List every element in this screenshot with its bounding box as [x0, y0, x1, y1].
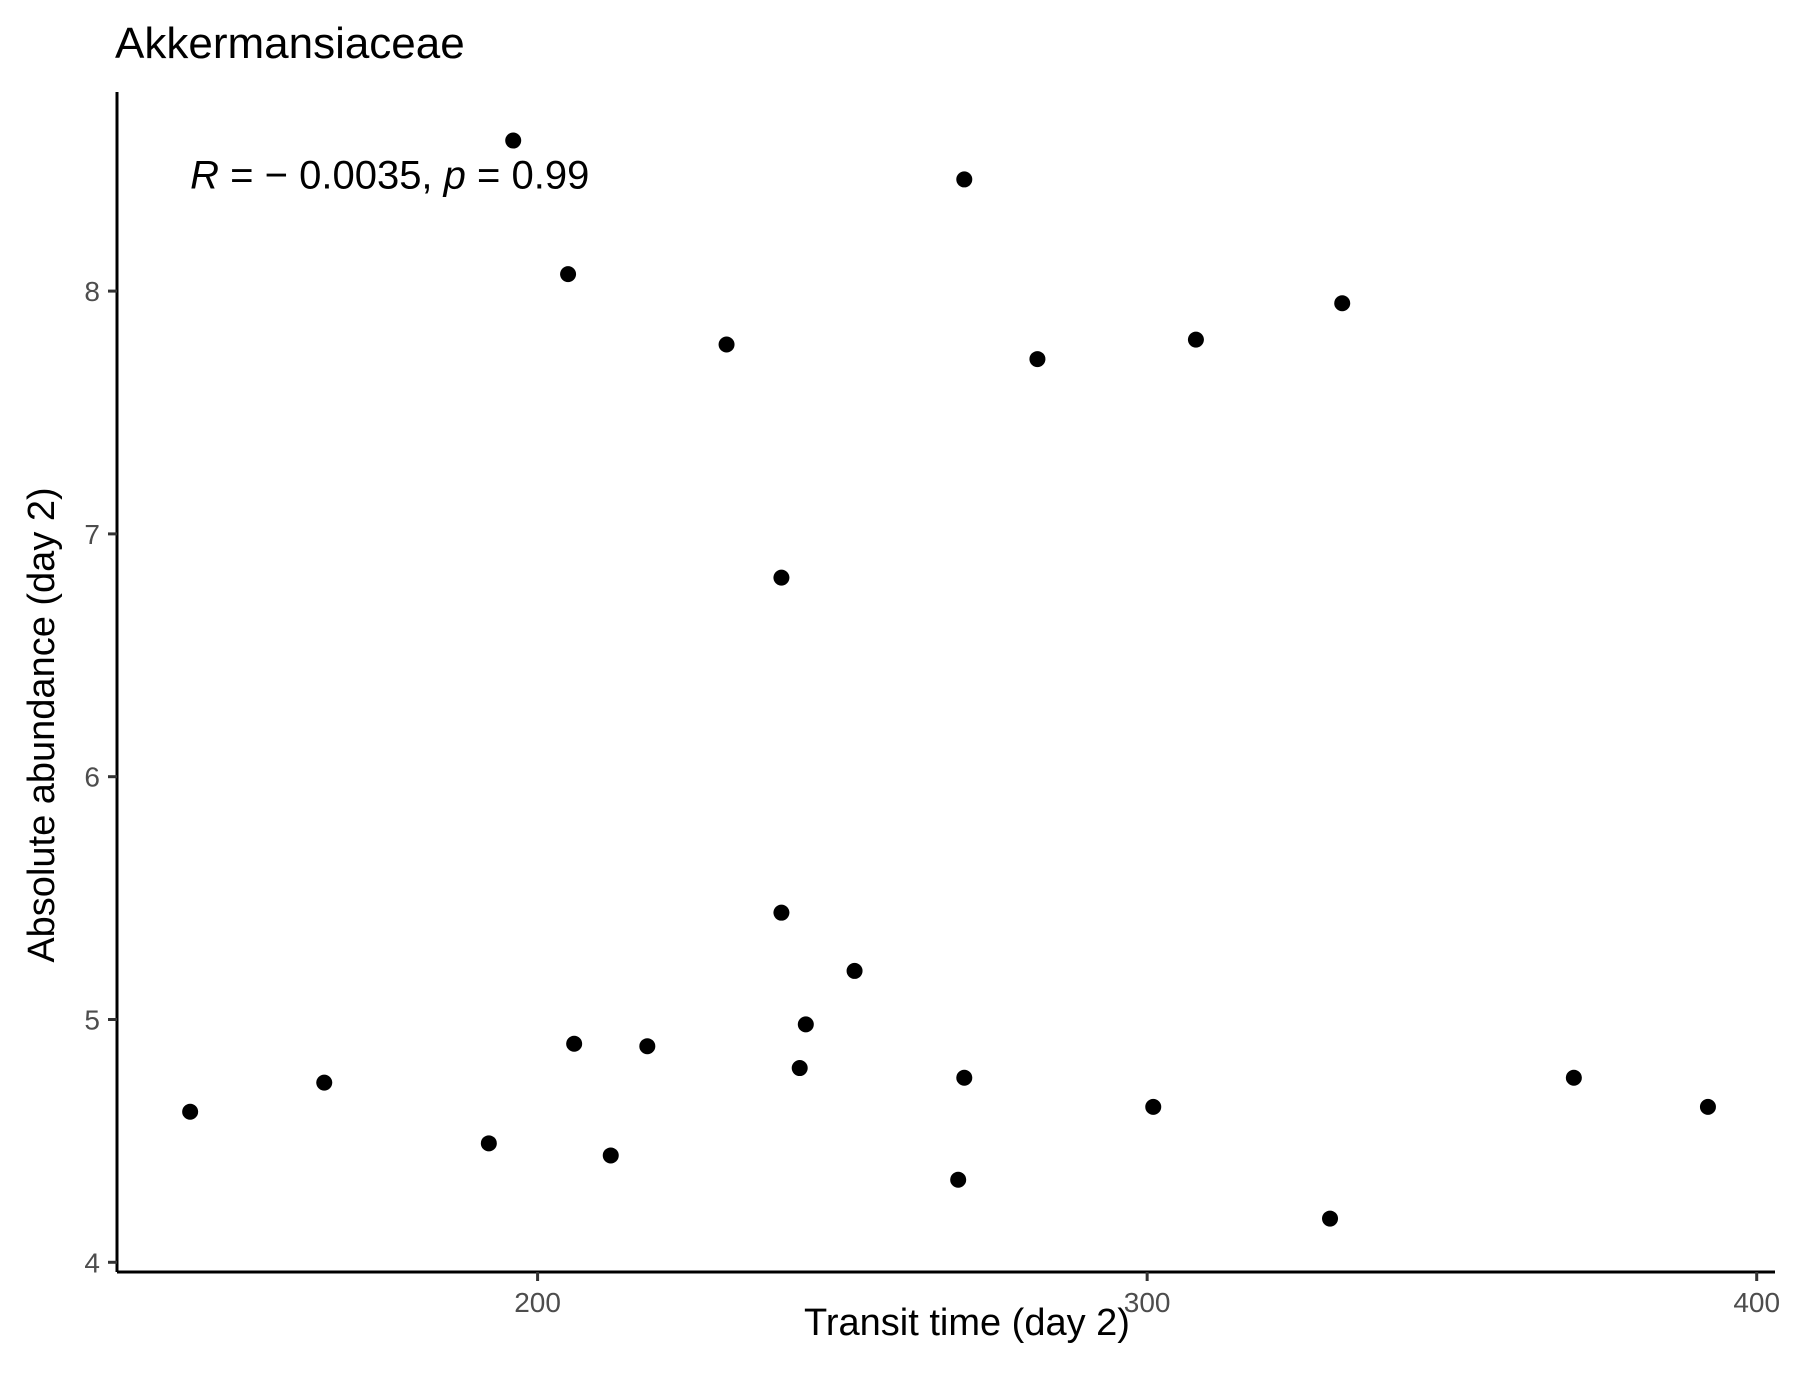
x-axis-title: Transit time (day 2)	[804, 1302, 1130, 1344]
data-point	[956, 1069, 973, 1086]
data-point	[505, 132, 522, 149]
x-tick-label: 200	[514, 1287, 561, 1318]
annotation-r-text: = − 0.0035,	[219, 154, 444, 198]
x-tick-label: 400	[1733, 1287, 1780, 1318]
data-point	[956, 171, 973, 188]
data-point	[480, 1135, 497, 1152]
data-point	[1029, 351, 1046, 368]
data-point	[182, 1103, 199, 1120]
data-point	[773, 904, 790, 921]
data-point	[1334, 295, 1351, 312]
points-layer	[182, 132, 1716, 1227]
axes: 200 300 400 4 5 6 7 8	[84, 92, 1780, 1318]
data-point	[950, 1171, 967, 1188]
y-axis-title: Absolute abundance (day 2)	[21, 487, 63, 962]
data-point	[1565, 1069, 1582, 1086]
data-point	[773, 569, 790, 586]
data-point	[791, 1060, 808, 1077]
data-point	[316, 1074, 333, 1091]
data-point	[797, 1016, 814, 1033]
data-point	[718, 336, 735, 353]
data-point	[639, 1038, 656, 1055]
y-tick-label: 7	[84, 519, 100, 550]
chart-title: Akkermansiaceae	[115, 19, 465, 68]
data-point	[566, 1035, 583, 1052]
data-point	[846, 962, 863, 979]
annotation-r-label: R	[190, 154, 219, 198]
y-tick-label: 4	[84, 1247, 100, 1278]
data-point	[560, 266, 577, 283]
svg-text:R = − 0.0035, p = 0.99: R = − 0.0035, p = 0.99	[190, 154, 589, 198]
annotation-p-text: = 0.99	[466, 154, 589, 198]
data-point	[1322, 1210, 1339, 1227]
y-tick-label: 6	[84, 762, 100, 793]
annotation-p-label: p	[443, 154, 466, 198]
x-tick-label: 300	[1124, 1287, 1171, 1318]
data-point	[1699, 1098, 1716, 1115]
data-point	[602, 1147, 619, 1164]
y-tick-label: 5	[84, 1004, 100, 1035]
correlation-annotation: R = − 0.0035, p = 0.99	[190, 154, 589, 198]
data-point	[1187, 331, 1204, 348]
y-tick-label: 8	[84, 276, 100, 307]
data-point	[1145, 1098, 1162, 1115]
